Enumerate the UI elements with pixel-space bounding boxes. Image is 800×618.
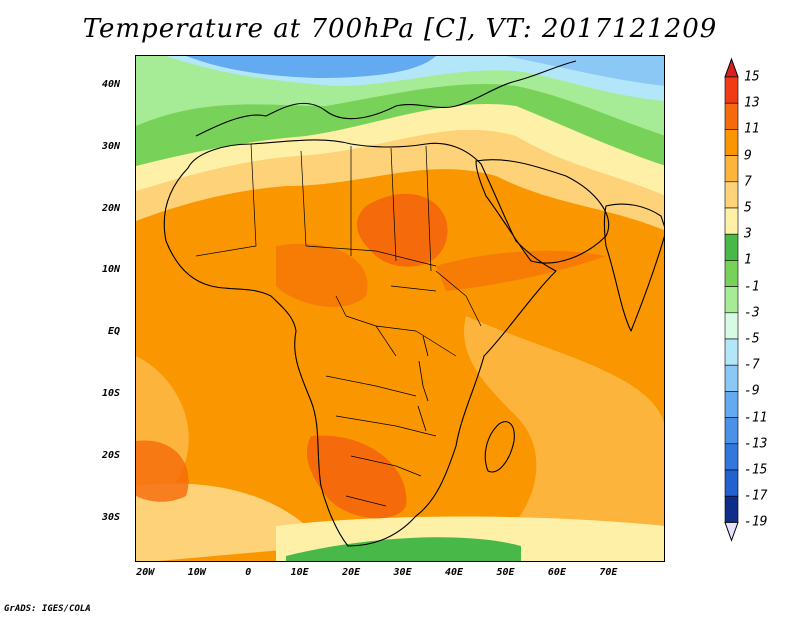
lat-tick-label: EQ	[107, 326, 120, 338]
map-frame	[135, 55, 665, 562]
colorbar-swatch	[724, 155, 739, 183]
field-sahel-warm	[276, 243, 368, 307]
colorbar	[724, 57, 739, 542]
field-south-green	[286, 537, 521, 561]
colorbar-label: -1	[744, 279, 760, 295]
lat-tick-label: 10S	[101, 388, 120, 400]
lat-tick-label: 10N	[101, 264, 120, 276]
colorbar-bottom-arrow	[724, 521, 739, 542]
colorbar-swatch	[724, 443, 739, 471]
colorbar-label: -3	[744, 305, 760, 321]
colorbar-label: 15	[744, 69, 760, 85]
lon-tick-label: 30E	[393, 567, 412, 578]
lon-tick-label: 10W	[187, 567, 206, 578]
credit-text: GrADS: IGES/COLA	[4, 604, 91, 614]
colorbar-swatch	[724, 286, 739, 314]
colorbar-swatch	[724, 129, 739, 156]
country-borders	[195, 143, 482, 507]
colorbar-label: 5	[744, 200, 752, 216]
colorbar-swatch	[724, 207, 739, 235]
colorbar-label: -19	[744, 514, 768, 530]
lon-tick-label: 0	[245, 567, 252, 578]
madagascar-coast	[484, 421, 515, 473]
colorbar-swatch	[724, 495, 739, 523]
colorbar-top-arrow	[724, 57, 739, 78]
colorbar-swatch	[724, 76, 739, 104]
lat-tick-label: 20S	[101, 449, 120, 461]
colorbar-label: 3	[744, 226, 752, 242]
colorbar-swatch	[724, 102, 739, 130]
colorbar-swatch	[724, 181, 739, 209]
colorbar-swatch	[724, 233, 739, 261]
africa-coast	[163, 139, 557, 547]
arabia-coast	[475, 159, 610, 264]
colorbar-label: -13	[744, 436, 768, 452]
colorbar-label: -11	[744, 410, 768, 426]
coastlines	[163, 60, 664, 547]
colorbar-label: 7	[744, 174, 752, 190]
colorbar-label: -15	[744, 462, 768, 478]
colorbar-swatch	[724, 312, 739, 340]
field-atlantic-warm	[136, 440, 189, 502]
lon-tick-label: 20W	[136, 567, 155, 578]
field-southern-warm	[306, 435, 407, 519]
lon-tick-label: 40E	[444, 567, 464, 578]
lakes	[417, 335, 429, 432]
colorbar-swatch	[724, 469, 739, 497]
lat-tick-label: 40N	[101, 78, 120, 90]
field-sahara-warm	[356, 193, 448, 267]
colorbar-label: -7	[744, 357, 760, 373]
europe-coast	[195, 60, 577, 137]
colorbar-swatch	[724, 364, 739, 392]
field-europe-cold	[186, 56, 436, 78]
chart-title: Temperature at 700hPa [C], VT: 201712120…	[82, 14, 718, 44]
field-asia-cold	[506, 56, 664, 86]
lon-tick-label: 70E	[599, 567, 618, 578]
temperature-map	[136, 56, 664, 561]
lon-tick-label: 20E	[342, 567, 361, 578]
lon-tick-label: 10E	[290, 567, 309, 578]
colorbar-label: 1	[744, 252, 752, 268]
field-indian-cool	[464, 316, 664, 561]
colorbar-label: 11	[744, 121, 760, 137]
colorbar-label: -9	[744, 383, 760, 399]
colorbar-swatch	[724, 338, 739, 366]
india-coast	[603, 203, 664, 332]
colorbar-label: 13	[744, 95, 760, 111]
lat-tick-label: 30N	[101, 140, 120, 152]
lat-tick-label: 30S	[101, 511, 120, 523]
lon-tick-label: 50E	[496, 567, 515, 578]
colorbar-swatch	[724, 417, 739, 445]
colorbar-swatch	[724, 260, 739, 287]
lon-tick-label: 60E	[547, 567, 566, 578]
colorbar-label: -5	[744, 331, 760, 347]
colorbar-label: 9	[744, 148, 752, 164]
colorbar-label: -17	[744, 488, 768, 504]
colorbar-swatch	[724, 391, 739, 418]
lat-tick-label: 20N	[101, 202, 120, 214]
